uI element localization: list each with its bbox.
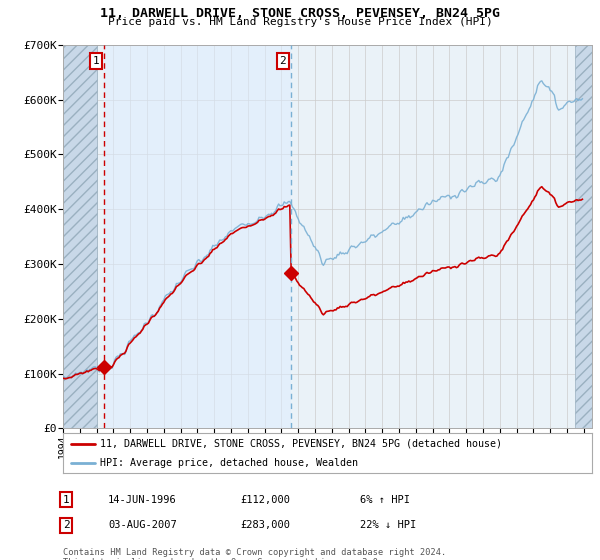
Text: Contains HM Land Registry data © Crown copyright and database right 2024.
This d: Contains HM Land Registry data © Crown c… [63,548,446,560]
Text: Price paid vs. HM Land Registry's House Price Index (HPI): Price paid vs. HM Land Registry's House … [107,17,493,27]
Text: £283,000: £283,000 [240,520,290,530]
Text: 11, DARWELL DRIVE, STONE CROSS, PEVENSEY, BN24 5PG: 11, DARWELL DRIVE, STONE CROSS, PEVENSEY… [100,7,500,20]
Bar [63,45,97,428]
Text: 2: 2 [62,520,70,530]
Text: 03-AUG-2007: 03-AUG-2007 [108,520,177,530]
Text: 1: 1 [62,494,70,505]
Text: HPI: Average price, detached house, Wealden: HPI: Average price, detached house, Weal… [100,458,358,468]
Text: 6% ↑ HPI: 6% ↑ HPI [360,494,410,505]
Bar [104,45,291,428]
Text: 14-JUN-1996: 14-JUN-1996 [108,494,177,505]
Text: 11, DARWELL DRIVE, STONE CROSS, PEVENSEY, BN24 5PG (detached house): 11, DARWELL DRIVE, STONE CROSS, PEVENSEY… [100,439,502,449]
Text: 22% ↓ HPI: 22% ↓ HPI [360,520,416,530]
Bar [575,45,592,428]
Text: £112,000: £112,000 [240,494,290,505]
Text: 1: 1 [92,56,99,66]
Text: 2: 2 [280,56,286,66]
